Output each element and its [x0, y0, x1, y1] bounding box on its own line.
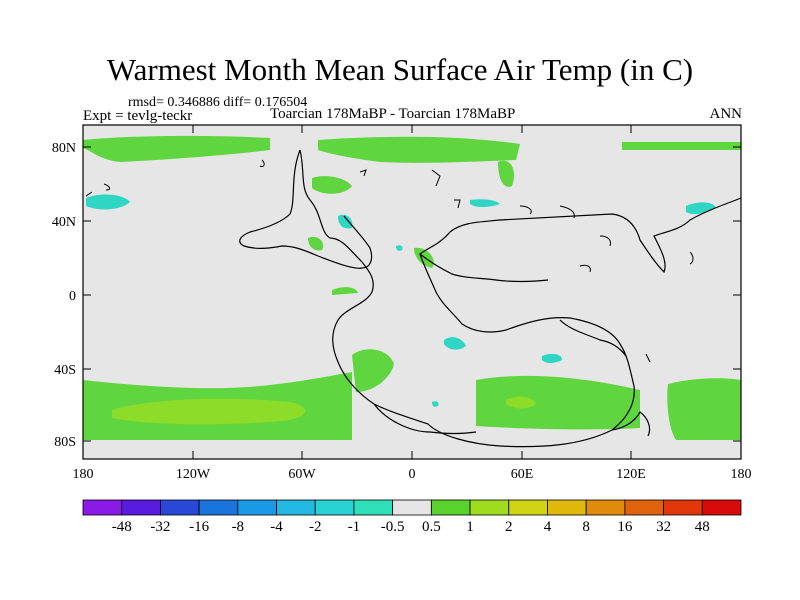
lon-label-180e: 180 — [731, 467, 752, 482]
tethys-cyan — [396, 245, 403, 251]
axis-ticks — [83, 125, 741, 459]
colorbar-labels: -48 -32 -16 -8 -4 -2 -1 -0.5 0.5 1 2 4 8 16 32 48 — [112, 519, 710, 535]
colorbar-box — [430, 499, 471, 516]
stats-label: rmsd= 0.346886 diff= 0.176504 — [128, 95, 308, 110]
india-coast — [559, 319, 627, 357]
colorbar-box — [585, 499, 626, 516]
colorbar-label: 16 — [617, 519, 633, 535]
island-10 — [599, 235, 611, 247]
strong-positive-regions — [112, 396, 536, 425]
colorbar-box — [198, 499, 239, 516]
island-9 — [454, 199, 461, 209]
subtitle: Toarcian 178MaBP - Toarcian 178MaBP — [270, 106, 516, 122]
north-pacific-patch — [86, 194, 130, 210]
south-gondwana-coast — [373, 403, 477, 435]
colorbar-box — [469, 499, 510, 516]
north-america-coast — [239, 149, 373, 269]
europe-cyan-patch — [338, 214, 353, 229]
colorbar-label: 4 — [544, 519, 552, 535]
lat-label-80s: 80S — [54, 435, 76, 450]
southern-africa-band — [476, 375, 640, 430]
lat-label-0: 0 — [69, 289, 76, 304]
colorbar-label: -16 — [189, 519, 209, 535]
southern-ocean-core — [112, 398, 305, 425]
island-7 — [689, 251, 694, 265]
negative-anomaly-regions — [86, 194, 716, 407]
tethys-inner-coast — [419, 253, 549, 283]
gondwana-cyan-patch-2 — [542, 353, 562, 363]
africa-small-cyan — [432, 401, 439, 407]
colorbar-box — [237, 499, 277, 516]
lat-label-40s: 40S — [54, 363, 76, 378]
coastlines — [239, 149, 742, 448]
colorbar-box — [353, 499, 394, 516]
colorbar-label: -1 — [348, 519, 361, 535]
colorbar-label: -0.5 — [381, 519, 405, 535]
south-america-patch — [352, 349, 394, 392]
iberia-patch — [308, 236, 324, 251]
lon-label-60w: 60W — [288, 467, 316, 482]
colorbar-box — [508, 499, 548, 516]
island-1 — [259, 159, 265, 167]
island-3 — [431, 169, 441, 187]
tethys-patch — [414, 247, 434, 268]
island-6 — [579, 264, 591, 273]
colorbar-label: -32 — [150, 519, 170, 535]
north-cyan-patch — [470, 199, 500, 207]
colorbar-box — [121, 499, 161, 516]
equatorial-patch — [332, 287, 358, 295]
north-atlantic-patch — [312, 176, 352, 194]
experiment-label: Expt = tevlg-teckr — [83, 108, 193, 124]
gondwana-cyan-patch-1 — [444, 337, 466, 350]
colorbar-label: 8 — [582, 519, 590, 535]
colorbar-box — [82, 499, 123, 516]
colorbar-box — [624, 499, 664, 516]
colorbar-label: -48 — [112, 519, 132, 535]
lon-label-0: 0 — [409, 467, 416, 482]
colorbar-box — [663, 499, 703, 516]
island-11 — [85, 191, 93, 197]
east-south-band — [667, 378, 741, 440]
gondwana-east-coast — [611, 411, 651, 437]
season-label: ANN — [709, 106, 743, 122]
lat-label-40n: 40N — [52, 215, 76, 230]
colorbar-box — [276, 499, 316, 516]
arctic-band-far-east — [622, 142, 741, 150]
island-2 — [103, 183, 111, 191]
colorbar-label: 32 — [656, 519, 671, 535]
coastline-fragments — [85, 159, 694, 363]
colorbar-label: -8 — [232, 519, 245, 535]
colorbar-label: 1 — [466, 519, 474, 535]
island-4 — [559, 205, 575, 219]
colorbar-box — [160, 499, 200, 516]
lat-label-80n: 80N — [52, 141, 76, 156]
island-8 — [645, 353, 651, 363]
colorbar-box — [547, 499, 587, 516]
island-5 — [519, 205, 532, 215]
island-12 — [359, 169, 367, 177]
plot-title: Warmest Month Mean Surface Air Temp (in … — [106, 52, 694, 87]
siberia-patch — [498, 160, 515, 187]
colorbar-label: 0.5 — [422, 519, 441, 535]
arctic-band-west — [83, 135, 270, 162]
pangaea-north-coast — [299, 149, 742, 448]
lon-label-120e: 120E — [616, 467, 646, 482]
lon-label-120w: 120W — [176, 467, 211, 482]
colorbar-box — [314, 499, 355, 516]
colorbar-box — [392, 499, 432, 516]
colorbar-label: 48 — [695, 519, 710, 535]
colorbar — [82, 499, 742, 516]
colorbar-label: -4 — [270, 519, 283, 535]
arctic-band-east — [318, 136, 520, 163]
colorbar-box — [701, 499, 742, 516]
colorbar-label: 2 — [505, 519, 513, 535]
lon-label-180w: 180 — [73, 467, 94, 482]
south-africa-core — [506, 396, 536, 409]
lon-label-60e: 60E — [511, 467, 534, 482]
colorbar-label: -2 — [309, 519, 322, 535]
